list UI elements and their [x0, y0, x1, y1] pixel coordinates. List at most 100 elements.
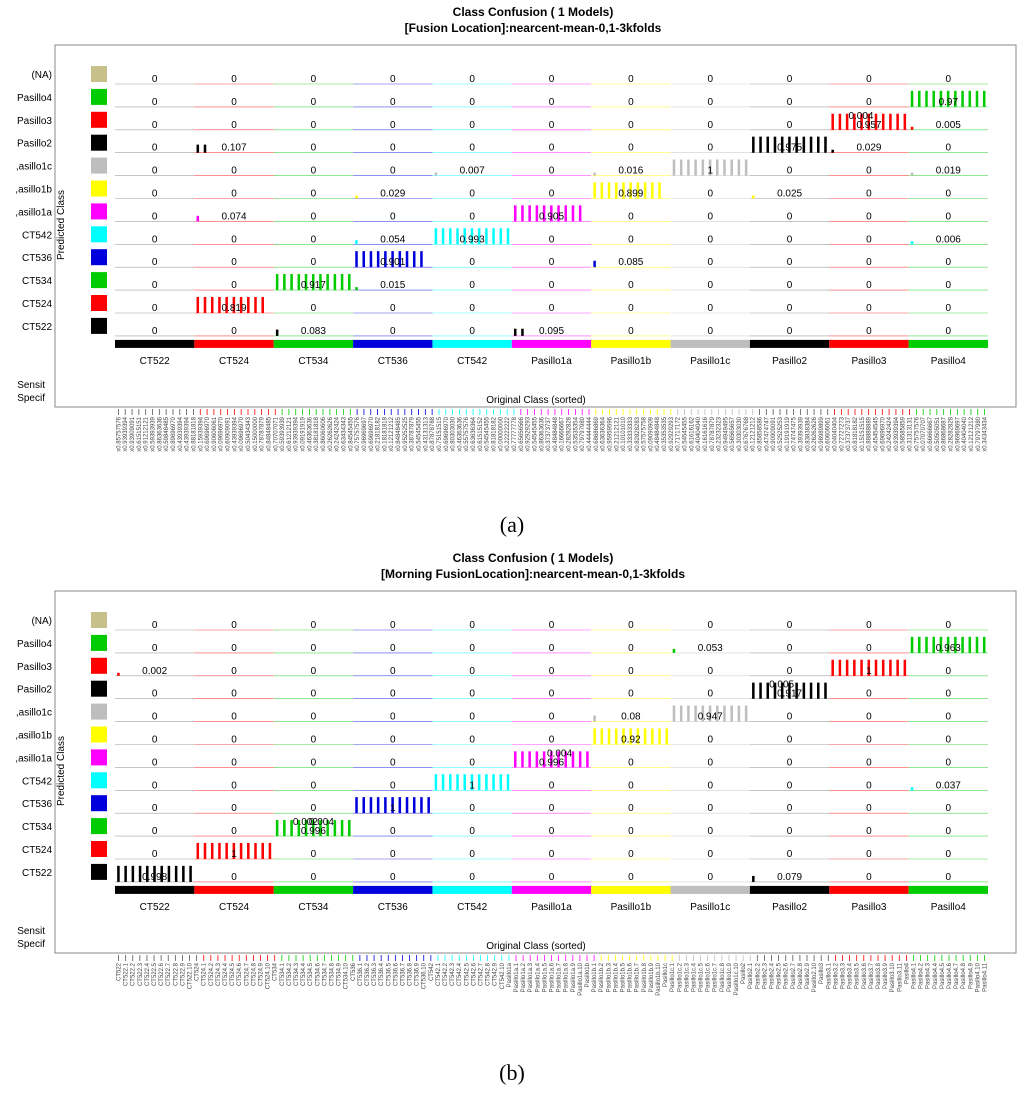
value-bar	[896, 113, 899, 130]
value-bar	[853, 113, 856, 130]
value-bar	[283, 820, 286, 837]
cell-value-label: 0	[390, 872, 396, 883]
cell-value-label: 0	[549, 189, 555, 200]
x-tick-label: x0.58585859	[901, 416, 907, 451]
cell-value-label: 0	[390, 166, 396, 177]
value-bar	[946, 636, 950, 653]
cell-value-label: 0	[946, 689, 952, 700]
cell-value-label: 0	[311, 211, 317, 222]
cell-value-label: 0	[549, 234, 555, 245]
value-bar	[817, 136, 820, 153]
x-tick-label: x0.52525253	[778, 416, 784, 451]
cell-value-label: 0	[628, 780, 634, 791]
cell-value-label: 0	[311, 666, 317, 677]
value-bar	[701, 159, 705, 176]
x-tick-label: Pasillo1b.6	[628, 962, 634, 992]
predicted-class-swatch	[91, 295, 107, 311]
cell-value-label: 0	[231, 872, 237, 883]
x-tick-label: CT522	[117, 962, 123, 981]
predicted-class-swatch	[91, 111, 107, 128]
cell-value-label: 0.901	[380, 257, 405, 268]
predicted-class-label: (NA)	[31, 616, 52, 627]
x-tick-label: x0.34343434	[983, 416, 989, 451]
original-class-label: Pasillo4	[931, 902, 966, 913]
cell-value-label: 0.957	[856, 120, 881, 131]
x-tick-label: Pasillo1a.9	[571, 962, 577, 992]
cell-value-label: 0	[707, 303, 713, 314]
value-bar	[809, 136, 813, 153]
predicted-class-label: CT534	[22, 822, 52, 833]
x-tick-label: CT534.7	[322, 962, 328, 986]
cell-value-label: 0	[866, 803, 872, 814]
value-bar	[593, 182, 596, 199]
x-tick-label: x0.69696970	[369, 416, 375, 451]
predicted-class-label: CT522	[22, 868, 52, 879]
value-bar	[903, 113, 907, 130]
cell-value-label: 0	[311, 303, 317, 314]
cell-value-label: 0	[866, 189, 872, 200]
x-tick-label: CT542.7	[479, 962, 485, 986]
value-bar	[961, 90, 964, 107]
value-bar	[918, 636, 921, 653]
value-bar	[268, 842, 272, 859]
x-tick-label: x0.92929293	[526, 416, 532, 451]
cell-value-label: 0	[787, 666, 793, 677]
x-tick-label: CT534.3	[294, 962, 300, 986]
cell-value-label: 0	[787, 257, 793, 268]
x-tick-label: x0.60909091	[226, 416, 232, 451]
value-bar	[715, 159, 719, 176]
cell-value-label: 0	[707, 280, 713, 291]
x-tick-label: x0.56565657	[730, 416, 736, 451]
cell-value-label: 0	[311, 712, 317, 723]
x-tick-label: CT534.1	[280, 962, 286, 986]
value-bar	[218, 842, 221, 859]
x-tick-label: Pasillo3	[819, 962, 825, 984]
cell-value-label: 0	[390, 120, 396, 131]
value-bar	[550, 205, 553, 222]
x-tick-label: x0.63636364	[601, 416, 607, 451]
cell-value-label: 0	[707, 826, 713, 837]
x-tick-label: Pasillo4.5	[940, 962, 946, 989]
value-bar	[542, 205, 546, 222]
predicted-class-label: Pasillo4	[17, 639, 52, 650]
cell-value-label: 0	[390, 326, 396, 337]
value-bar	[824, 136, 827, 153]
value-bar	[297, 274, 301, 291]
cell-value-label: 0	[946, 326, 952, 337]
cell-value-label: 0	[707, 97, 713, 108]
cell-value-label: 0	[866, 757, 872, 768]
confusion-chart-b: Class Confusion ( 1 Models) [Morning Fusi…	[15, 551, 1017, 996]
value-bar	[434, 774, 438, 791]
x-tick-label: x0.44444444	[587, 416, 593, 451]
cell-value-label: 0	[469, 803, 475, 814]
value-bar	[333, 820, 337, 837]
x-tick-label: Pasillo1b.9	[649, 962, 655, 992]
x-tick-label: x0.18181818	[382, 416, 388, 451]
x-tick-label: Pasillo1c.7	[713, 962, 719, 992]
x-tick-label: Pasillo1b.1	[592, 962, 598, 992]
value-bar	[441, 228, 445, 245]
x-tick-label: x0.88181818	[191, 416, 197, 451]
cell-value-label: 0	[946, 211, 952, 222]
cell-value-label: 0	[866, 211, 872, 222]
cell-value-label: 0	[866, 643, 872, 654]
cell-value-label: 0.029	[380, 189, 405, 200]
value-bar	[138, 865, 142, 882]
class-color-bar	[591, 339, 671, 348]
value-bar	[737, 159, 741, 176]
x-tick-label: Pasillo1a.2	[521, 962, 527, 992]
predicted-class-swatch	[91, 726, 107, 743]
x-tick-label: Pasillo3.10	[890, 962, 896, 992]
x-tick-label: Pasillo2.2	[755, 962, 761, 989]
original-class-label: CT534	[298, 902, 328, 913]
value-bar	[773, 136, 777, 153]
x-tick-label: CT524.7	[244, 962, 250, 986]
value-bar	[348, 820, 351, 837]
x-tick-label: x0.98989899	[819, 416, 825, 451]
cell-value-label: 0	[469, 211, 475, 222]
x-tick-label: Pasillo1c.6	[706, 962, 712, 992]
x-tick-label: Pasillo1c.2	[677, 962, 683, 992]
specif-label: Specif	[17, 939, 45, 950]
cell-value-label: 0	[787, 211, 793, 222]
cell-value-label: 0	[787, 803, 793, 814]
